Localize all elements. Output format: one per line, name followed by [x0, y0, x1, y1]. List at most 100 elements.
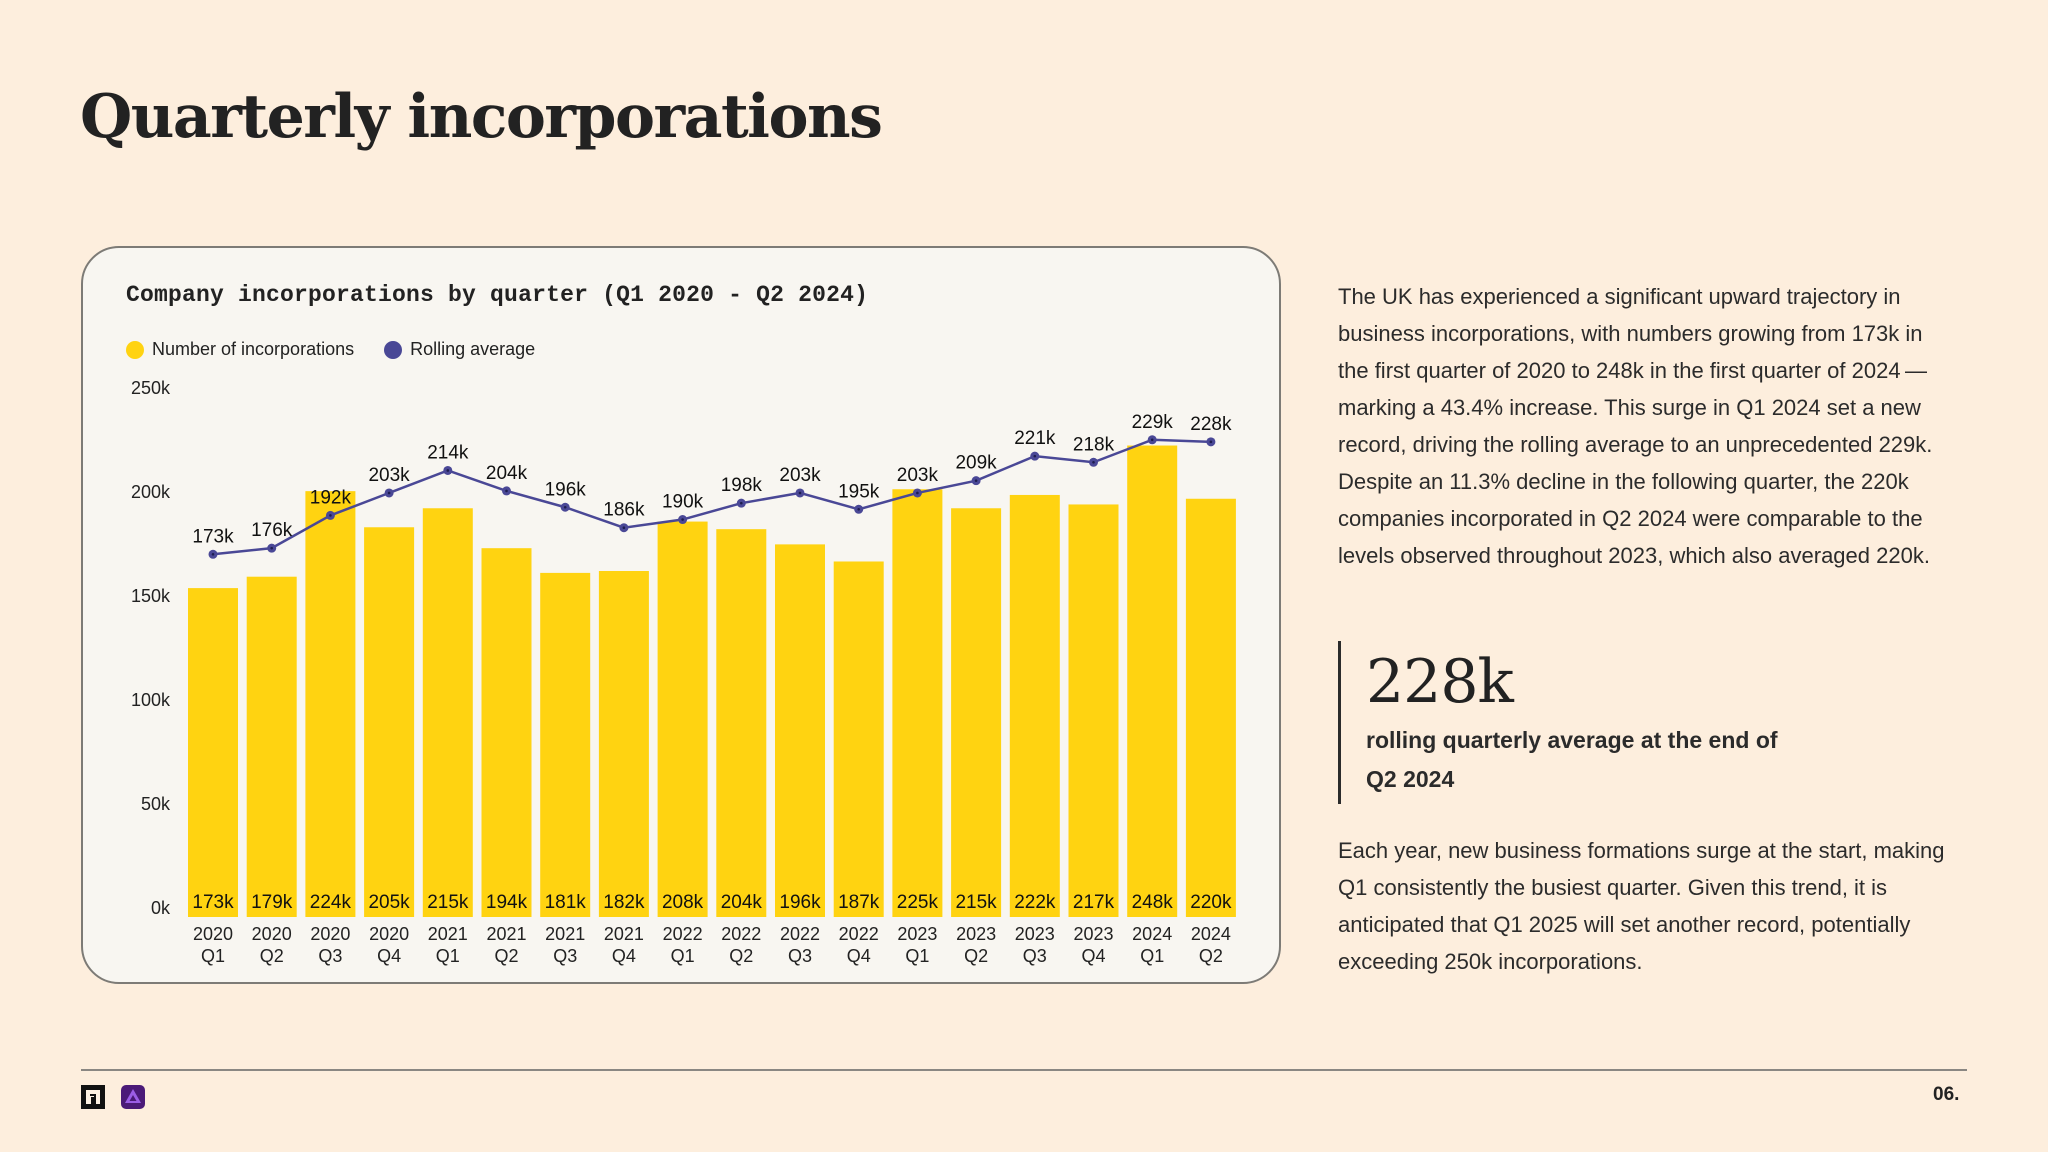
- x-tick-label-year: 2022: [839, 924, 879, 944]
- bar-value-label: 179k: [251, 892, 293, 913]
- x-tick-label-quarter: Q1: [436, 946, 460, 966]
- x-tick-label-year: 2020: [252, 924, 292, 944]
- summary-paragraph: The UK has experienced a significant upw…: [1338, 284, 1933, 568]
- bar: [481, 548, 532, 917]
- x-tick-label-quarter: Q1: [1140, 946, 1164, 966]
- chart-title: Company incorporations by quarter (Q1 20…: [126, 282, 869, 308]
- rolling-average-label: 229k: [1132, 412, 1174, 433]
- rolling-average-label: 198k: [721, 475, 763, 496]
- rolling-average-point-center: [387, 491, 391, 495]
- legend-swatch-rolling-average: [384, 340, 403, 359]
- x-tick-label-year: 2024: [1132, 924, 1172, 944]
- x-tick-label-year: 2023: [956, 924, 996, 944]
- bar-value-label: 248k: [1132, 892, 1174, 913]
- bar: [1127, 445, 1178, 917]
- bar: [422, 508, 473, 917]
- x-tick-label-year: 2020: [193, 924, 233, 944]
- rolling-average-point-center: [974, 479, 978, 482]
- rolling-average-label: 190k: [662, 492, 704, 513]
- bar-value-label: 225k: [897, 892, 939, 913]
- y-tick-label: 250k: [131, 378, 171, 398]
- bar-value-label: 205k: [368, 892, 410, 913]
- x-tick-label-quarter: Q2: [729, 946, 753, 966]
- bar-value-label: 215k: [427, 892, 469, 913]
- x-tick-label-year: 2022: [780, 924, 820, 944]
- stat-callout: 228k rolling quarterly average at the en…: [1338, 641, 1806, 804]
- rolling-average-label: 186k: [603, 500, 645, 521]
- x-tick-label-year: 2024: [1191, 924, 1231, 944]
- rolling-average-point-center: [1150, 438, 1154, 442]
- rolling-average-label: 173k: [192, 526, 234, 547]
- footer-divider: [81, 1069, 1967, 1071]
- page-title: Quarterly incorporations: [80, 82, 883, 152]
- x-tick-label-year: 2021: [428, 924, 468, 944]
- rolling-average-point-center: [681, 518, 684, 521]
- x-tick-label-quarter: Q2: [964, 946, 988, 966]
- x-tick-label-quarter: Q4: [612, 946, 636, 966]
- rolling-average-label: 221k: [1014, 428, 1056, 449]
- bar: [833, 561, 884, 917]
- x-tick-label-year: 2021: [486, 924, 526, 944]
- rolling-average-label: 192k: [310, 487, 352, 508]
- x-tick-label-quarter: Q2: [494, 946, 518, 966]
- outlook-paragraph: Each year, new business formations surge…: [1338, 838, 1945, 974]
- rolling-average-point-center: [270, 546, 274, 550]
- bar-value-label: 208k: [662, 892, 704, 913]
- rolling-average-line: [212, 438, 1211, 556]
- bar-value-label: 204k: [721, 892, 763, 913]
- stat-value: 228k: [1366, 647, 1514, 717]
- bar: [1009, 494, 1060, 917]
- rolling-average-point-center: [1033, 454, 1037, 458]
- y-tick-label: 150k: [131, 586, 171, 606]
- x-tick-label-quarter: Q1: [671, 946, 695, 966]
- y-tick-label: 0k: [151, 898, 171, 918]
- rolling-average-point-center: [798, 491, 802, 495]
- bar: [305, 491, 356, 917]
- bar-value-label: 187k: [838, 892, 880, 913]
- y-tick-label: 200k: [131, 482, 171, 502]
- rolling-average-label: 218k: [1073, 434, 1115, 455]
- rolling-average-label: 204k: [486, 463, 528, 484]
- rolling-average-point-center: [1209, 440, 1213, 444]
- rolling-average-point-center: [740, 501, 743, 505]
- rolling-average-label: 214k: [427, 442, 469, 463]
- x-tick-label-quarter: Q4: [847, 946, 871, 966]
- rolling-average-point-center: [563, 505, 567, 509]
- bar: [716, 529, 767, 917]
- rolling-average-point-center: [857, 507, 860, 511]
- x-tick-label-quarter: Q2: [260, 946, 284, 966]
- legend-item-incorporations: Number of incorporations: [126, 339, 354, 360]
- rolling-average-point-center: [211, 552, 215, 556]
- legend-label-rolling-average: Rolling average: [410, 339, 536, 359]
- x-tick-label-quarter: Q4: [1081, 946, 1105, 966]
- page-number: 06.: [1933, 1084, 1960, 1105]
- x-tick-label-year: 2023: [1073, 924, 1113, 944]
- x-tick-label-year: 2020: [310, 924, 350, 944]
- x-tick-label-quarter: Q3: [1023, 946, 1047, 966]
- x-tick-label-year: 2023: [897, 924, 937, 944]
- x-tick-label-quarter: Q3: [318, 946, 342, 966]
- x-tick-label-year: 2021: [604, 924, 644, 944]
- x-tick-label-year: 2022: [663, 924, 703, 944]
- x-tick-label-year: 2020: [369, 924, 409, 944]
- bar: [246, 576, 297, 917]
- bar: [598, 570, 649, 917]
- bar-value-label: 181k: [545, 892, 587, 913]
- rolling-average-label: 195k: [838, 481, 880, 502]
- legend-item-rolling-average: Rolling average: [384, 339, 535, 360]
- legend-label-incorporations: Number of incorporations: [152, 339, 355, 359]
- bar-value-label: 220k: [1190, 892, 1232, 913]
- x-tick-label-quarter: Q3: [553, 946, 577, 966]
- bar: [364, 527, 415, 917]
- bar: [540, 572, 591, 917]
- bar-value-label: 224k: [310, 892, 352, 913]
- purple-triangle-logo-icon: [121, 1085, 145, 1109]
- bar: [188, 588, 238, 917]
- x-tick-label-quarter: Q1: [201, 946, 225, 966]
- x-tick-label-quarter: Q2: [1199, 946, 1223, 966]
- building-logo-icon: [81, 1085, 105, 1109]
- bar: [1185, 498, 1236, 917]
- x-tick-label-year: 2023: [1015, 924, 1055, 944]
- rolling-average-label: 203k: [897, 465, 939, 486]
- x-tick-label-year: 2021: [545, 924, 585, 944]
